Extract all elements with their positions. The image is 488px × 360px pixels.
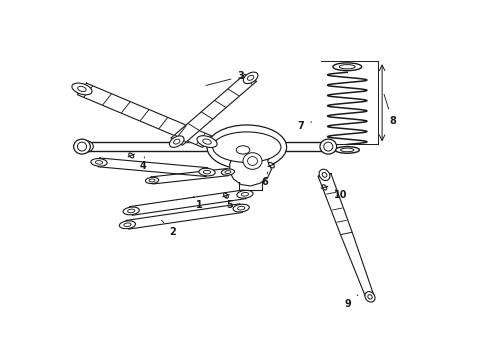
Ellipse shape <box>236 146 249 154</box>
Text: 3: 3 <box>205 72 244 85</box>
Polygon shape <box>130 190 245 215</box>
Ellipse shape <box>199 168 215 176</box>
Ellipse shape <box>123 223 131 226</box>
Ellipse shape <box>340 148 353 152</box>
Polygon shape <box>98 158 207 176</box>
Text: 1: 1 <box>193 197 203 210</box>
Ellipse shape <box>237 206 244 210</box>
Ellipse shape <box>77 142 86 151</box>
Ellipse shape <box>233 204 249 212</box>
Text: 6: 6 <box>261 172 268 187</box>
Ellipse shape <box>243 153 262 169</box>
Ellipse shape <box>206 125 286 169</box>
Ellipse shape <box>197 136 217 148</box>
Text: 10: 10 <box>333 190 347 200</box>
Ellipse shape <box>74 140 93 153</box>
Ellipse shape <box>247 75 253 80</box>
Ellipse shape <box>221 169 234 175</box>
Ellipse shape <box>223 193 228 198</box>
Ellipse shape <box>74 139 90 154</box>
Polygon shape <box>171 74 256 145</box>
Ellipse shape <box>203 139 211 144</box>
Ellipse shape <box>319 139 336 154</box>
Ellipse shape <box>72 83 92 95</box>
Text: 8: 8 <box>383 94 395 126</box>
Polygon shape <box>151 168 228 184</box>
Ellipse shape <box>78 86 86 91</box>
Ellipse shape <box>323 142 332 151</box>
Text: 5: 5 <box>225 196 233 210</box>
Ellipse shape <box>367 294 371 299</box>
Ellipse shape <box>268 162 274 168</box>
Polygon shape <box>317 174 373 298</box>
Polygon shape <box>126 204 242 229</box>
Ellipse shape <box>334 147 359 153</box>
Ellipse shape <box>322 172 326 177</box>
Ellipse shape <box>119 221 135 229</box>
Ellipse shape <box>243 72 257 84</box>
Ellipse shape <box>236 190 252 198</box>
Ellipse shape <box>91 159 107 166</box>
Ellipse shape <box>212 132 280 162</box>
Ellipse shape <box>241 193 248 196</box>
Ellipse shape <box>128 153 133 158</box>
Ellipse shape <box>322 185 326 190</box>
Ellipse shape <box>169 136 183 147</box>
Ellipse shape <box>145 177 159 184</box>
Ellipse shape <box>224 171 230 174</box>
Polygon shape <box>77 83 211 147</box>
Ellipse shape <box>123 207 139 215</box>
Ellipse shape <box>149 179 155 182</box>
Ellipse shape <box>364 292 374 302</box>
Text: 7: 7 <box>297 121 311 131</box>
Text: 9: 9 <box>344 295 357 309</box>
Ellipse shape <box>203 170 210 174</box>
Ellipse shape <box>247 157 257 166</box>
Polygon shape <box>229 136 273 186</box>
Ellipse shape <box>127 209 135 213</box>
Ellipse shape <box>339 65 354 69</box>
Text: 2: 2 <box>162 220 176 237</box>
Ellipse shape <box>95 161 102 164</box>
Ellipse shape <box>332 63 361 71</box>
Ellipse shape <box>319 169 329 180</box>
Text: 4: 4 <box>139 157 146 171</box>
Ellipse shape <box>173 139 180 144</box>
